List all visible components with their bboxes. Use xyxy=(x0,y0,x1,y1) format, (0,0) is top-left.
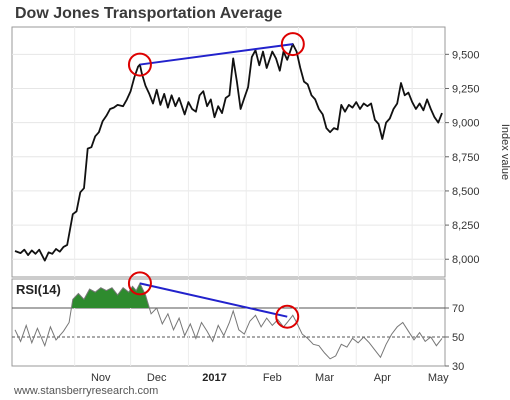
rsi-annotations xyxy=(127,271,300,329)
price-y-tick-label: 8,500 xyxy=(452,186,480,198)
x-tick-label: May xyxy=(428,372,449,384)
x-axis-ticks: Nov Dec 2017 Feb Mar Apr May xyxy=(91,372,449,384)
rsi-series xyxy=(14,282,443,360)
rsi-line xyxy=(14,282,443,360)
rsi-reference-lines xyxy=(12,279,445,366)
x-tick-label: Dec xyxy=(147,372,167,384)
price-highlight-circle xyxy=(127,52,152,77)
price-highlight-circle xyxy=(280,32,305,57)
price-y-tick-label: 8,250 xyxy=(452,220,480,232)
x-tick-label: Mar xyxy=(315,372,334,384)
rsi-trend-line xyxy=(139,282,288,318)
rsi-highlight-circle xyxy=(275,304,300,329)
price-y-tick-label: 8,000 xyxy=(452,254,480,266)
x-tick-label: Feb xyxy=(263,372,282,384)
price-trend-line xyxy=(139,43,293,66)
x-tick-label: Nov xyxy=(91,372,111,384)
rsi-panel-frame xyxy=(11,278,446,367)
price-y-tick-label: 9,250 xyxy=(452,83,480,95)
price-panel-frame xyxy=(11,26,446,278)
x-tick-label: 2017 xyxy=(202,372,226,384)
rsi-panel-label: RSI(14) xyxy=(16,282,61,297)
price-y-ticks: 8,000 8,250 8,500 8,750 9,000 9,250 9,500 xyxy=(445,49,480,266)
price-y-axis-label: Index value xyxy=(499,124,510,180)
price-series xyxy=(14,43,443,262)
rsi-highlight-circle xyxy=(127,271,152,296)
rsi-y-tick-label: 70 xyxy=(452,303,464,315)
price-y-tick-label: 9,000 xyxy=(452,118,480,130)
rsi-y-ticks: 30 50 70 xyxy=(445,303,464,373)
rsi-label-box xyxy=(14,281,72,298)
price-gridlines xyxy=(12,27,445,277)
price-line xyxy=(14,43,443,262)
rsi-fill-region xyxy=(71,283,150,308)
price-y-tick-label: 8,750 xyxy=(452,152,480,164)
x-tick-label: Apr xyxy=(374,372,391,384)
rsi-y-tick-label: 50 xyxy=(452,332,464,344)
price-annotations xyxy=(127,32,305,77)
rsi-overbought-fill xyxy=(71,283,150,308)
chart-title: Dow Jones Transportation Average xyxy=(15,5,282,22)
price-y-tick-label: 9,500 xyxy=(452,49,480,61)
footer-url: www.stansberryresearch.com xyxy=(13,385,158,397)
rsi-y-tick-label: 30 xyxy=(452,361,464,373)
